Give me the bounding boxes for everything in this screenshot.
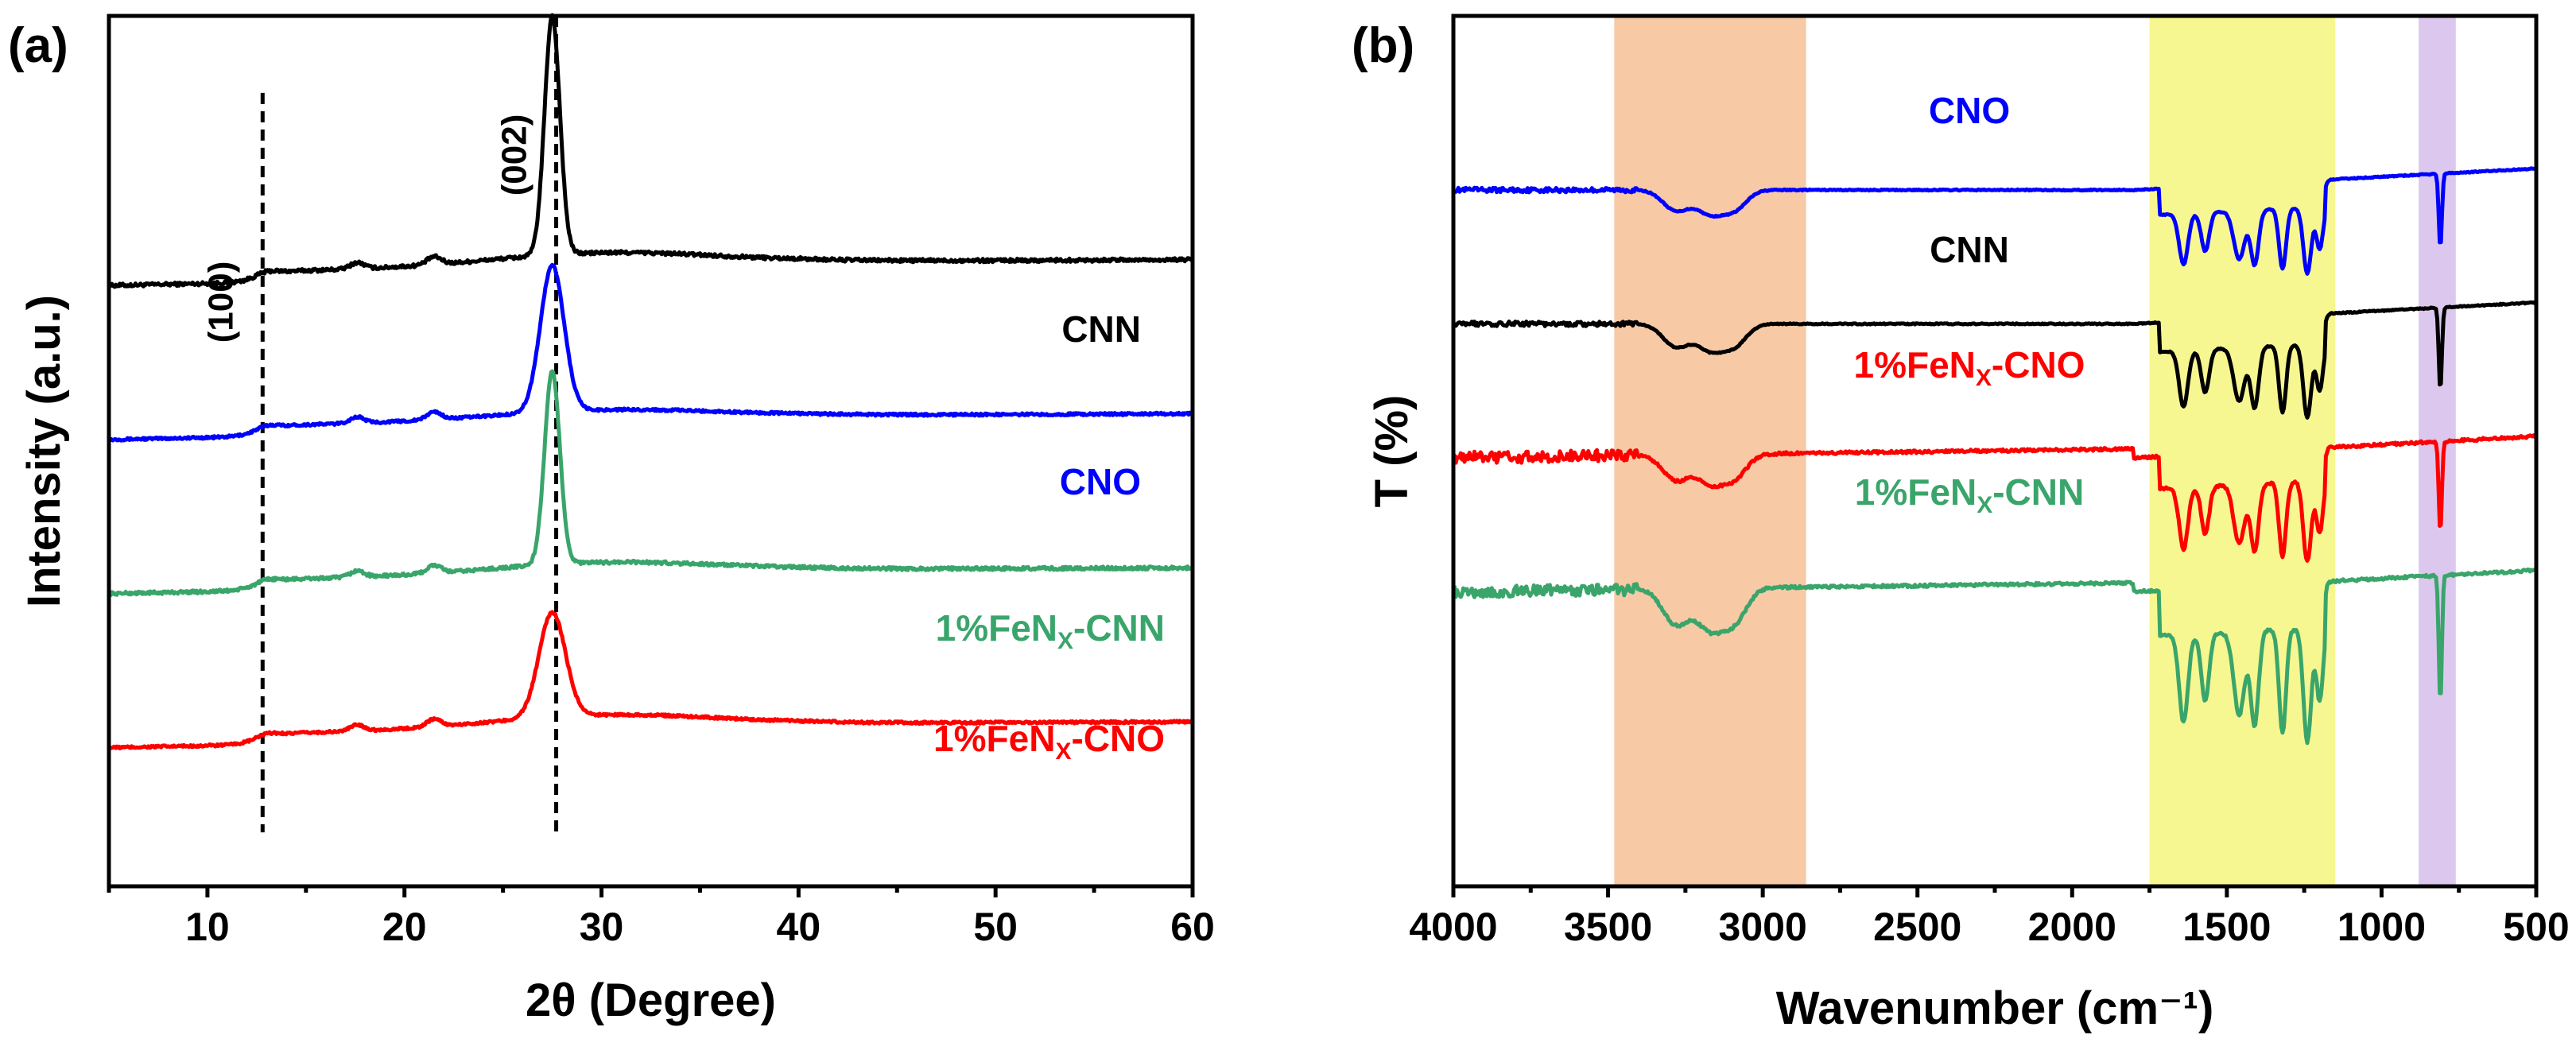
series-label-1pct-fenx-cno: 1%FeNX-CNO	[933, 718, 1165, 765]
x-tick-label: 3000	[1719, 905, 1807, 949]
ftir-series	[1451, 166, 2538, 746]
x-tick-label: 30	[580, 905, 624, 949]
ftir-line-cno	[1452, 166, 2537, 276]
ftir-line-1pct-fenx-cnn	[1451, 568, 2538, 746]
x-axis-ticks: 10 20 30 40 50 60	[107, 886, 1215, 949]
highlight-band	[1614, 16, 1806, 886]
xrd-series	[107, 13, 1195, 750]
x-axis-title: 2θ (Degree)	[526, 975, 776, 1026]
series-labels: CNO CNN 1%FeNX-CNO 1%FeNX-CNN	[1854, 90, 2085, 518]
xrd-line-1pct-fenx-cno	[107, 610, 1195, 750]
x-tick-label: 50	[973, 905, 1018, 949]
x-tick-label: 10	[185, 905, 230, 949]
x-tick-label: 1500	[2182, 905, 2271, 949]
x-axis-ticks: 4000 3500 3000 2500 2000 1500 1000 500	[1409, 886, 2570, 949]
peak-annotations: (100) (002)	[201, 114, 533, 343]
x-tick-label: 3500	[1564, 905, 1652, 949]
ftir-line-1pct-fenx-cno	[1451, 433, 2537, 563]
series-labels: CNN CNO 1%FeNX-CNN 1%FeNX-CNO	[933, 308, 1165, 765]
annotation--100: (100)	[201, 262, 240, 343]
highlight-band	[2149, 16, 2336, 886]
x-tick-label: 40	[777, 905, 821, 949]
x-tick-label: 2500	[1873, 905, 1961, 949]
x-tick-label: 20	[382, 905, 427, 949]
x-tick-label: 2000	[2028, 905, 2116, 949]
x-tick-label: 500	[2503, 905, 2569, 949]
y-axis-title: T (%)	[1366, 395, 1418, 508]
xrd-panel: (a) 10 20 30 40 50 60 Intensity (a.u.) 2θ (De…	[8, 13, 1215, 1026]
xrd-line-cnn	[107, 13, 1194, 289]
series-label-cnn: CNN	[1930, 229, 2009, 270]
ftir-panel: (b) 4000 3500 3000 2500 2000 1500 1000 500 T (%…	[1352, 14, 2570, 1034]
xrd-line-cno	[107, 262, 1194, 443]
x-axis-title: Wavenumber (cm⁻¹)	[1776, 982, 2214, 1034]
series-label-1pct-fenx-cnn: 1%FeNX-CNN	[936, 607, 1165, 654]
reference-lines	[260, 16, 559, 833]
x-tick-label: 4000	[1409, 905, 1497, 949]
x-tick-label: 1000	[2337, 905, 2426, 949]
annotation--002: (002)	[495, 114, 534, 196]
series-label-1pct-fenx-cno: 1%FeNX-CNO	[1854, 344, 2085, 391]
panel-a-label: (a)	[8, 18, 68, 73]
xrd-line-1pct-fenx-cnn	[107, 369, 1194, 598]
y-axis-title: Intensity (a.u.)	[18, 295, 70, 607]
series-label-cno: CNO	[1060, 461, 1141, 502]
series-label-1pct-fenx-cnn: 1%FeNX-CNN	[1855, 471, 2084, 518]
panel-b-label: (b)	[1352, 18, 1414, 73]
series-label-cno: CNO	[1929, 90, 2010, 131]
series-label-cnn: CNN	[1061, 308, 1141, 350]
plot-frame	[1451, 14, 2539, 889]
x-tick-label: 60	[1170, 905, 1215, 949]
ftir-line-cnn	[1451, 300, 2537, 420]
plot-frame	[107, 14, 1195, 889]
